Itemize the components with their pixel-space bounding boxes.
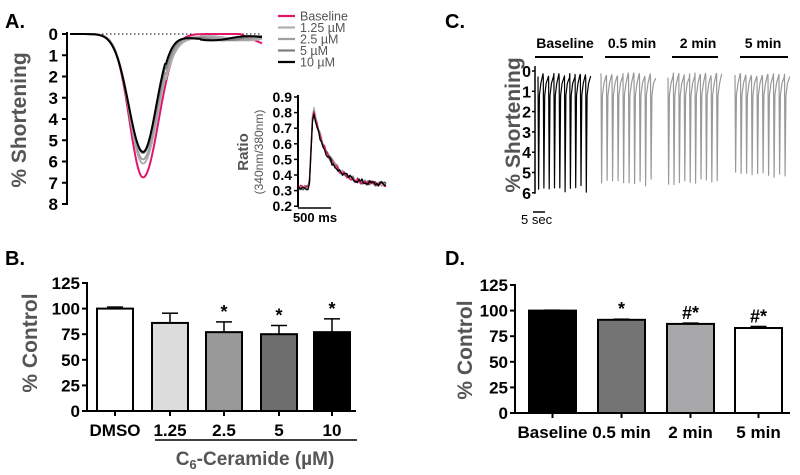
inset-y-tick-label: 0.8 (273, 105, 293, 121)
d-y-tick-label: 75 (489, 327, 508, 346)
a-y-tick-label: 0 (49, 25, 58, 44)
b-x-tick-label: 2.5 (212, 421, 236, 440)
b-y-tick-label: 100 (52, 300, 80, 319)
d-x-tick-label: 0.5 min (592, 423, 651, 442)
b-x-tick-label: 10 (323, 421, 342, 440)
a-trace-0 (70, 33, 263, 179)
inset-y-tick-label: 0.2 (273, 198, 293, 214)
a-y-tick-label: 1 (49, 46, 58, 65)
c-scale-label: 5 sec (521, 212, 553, 227)
b-bar (96, 307, 134, 413)
c-y-tick-label: 4 (522, 145, 531, 162)
c-segment-label: Baseline (536, 35, 594, 51)
a-y-tick-label: 7 (49, 174, 58, 193)
panel-label-d: D. (445, 248, 465, 270)
b-x-label-part: 6 (189, 457, 196, 472)
d-x-tick-label: Baseline (518, 423, 588, 442)
d-y-tick-label: 50 (489, 353, 508, 372)
c-y-axis-label: % Shortening (502, 57, 525, 192)
inset-y-tick-label: 0.3 (273, 183, 293, 199)
a-y-tick-label: 6 (49, 153, 58, 172)
a-y-tick-label: 3 (49, 89, 58, 108)
inset-y-label: (340nm/380nm) (252, 110, 266, 195)
b-y-tick-label: 50 (61, 351, 80, 370)
inset-y-label: Ratio (235, 133, 252, 171)
b-y-axis-label: % Control (19, 293, 42, 392)
d-bar (734, 327, 783, 414)
inset-y-tick-label: 0.6 (273, 136, 293, 152)
legend-label: 5 µM (300, 44, 328, 58)
b-y-tick-label: 25 (61, 376, 80, 395)
a-trace-4 (70, 33, 263, 153)
a-y-axis-label: % Shortening (8, 52, 31, 187)
panel-label-b: B. (5, 248, 25, 270)
legend-label: 1.25 µM (300, 21, 345, 35)
d-bar (597, 318, 646, 415)
b-y-tick-label: 125 (52, 274, 80, 293)
b-y-tick-label: 75 (61, 325, 80, 344)
b-x-label-part: C (176, 449, 190, 470)
a-trace-3 (70, 33, 262, 154)
b-x-tick-label: 1.25 (153, 421, 186, 440)
c-segment-label: 0.5 min (608, 35, 656, 51)
d-significance-marker: #* (682, 303, 699, 323)
c-trace-0 (537, 72, 592, 193)
c-y-tick-label: 3 (522, 125, 531, 142)
inset-y-tick-label: 0.7 (273, 120, 293, 136)
inset-y-tick-label: 0.5 (273, 151, 293, 167)
c-trace-1 (600, 72, 657, 187)
d-y-tick-label: 25 (489, 378, 508, 397)
c-y-tick-label: 5 (522, 166, 531, 183)
c-trace-3 (734, 72, 791, 178)
inset-trace (298, 113, 387, 191)
panel-label-a: A. (5, 11, 25, 33)
inset-y-tick-label: 0.9 (273, 89, 293, 105)
d-bar (666, 322, 715, 414)
inset-y-tick-label: 0.4 (273, 167, 293, 183)
a-y-tick-label: 5 (49, 131, 58, 150)
b-y-tick-label: 0 (71, 402, 80, 421)
legend-label: 2.5 µM (300, 33, 338, 47)
c-y-tick-label: 1 (522, 84, 531, 101)
d-y-tick-label: 100 (480, 302, 508, 321)
b-significance-marker: * (275, 305, 282, 325)
b-bar (151, 321, 189, 413)
a-y-tick-label: 8 (49, 195, 58, 214)
b-bar (260, 333, 298, 413)
a-y-tick-label: 4 (49, 110, 59, 129)
legend-label: Baseline (300, 10, 348, 24)
d-x-tick-label: 5 min (736, 423, 780, 442)
a-trace-1 (70, 33, 263, 165)
a-y-tick-label: 2 (49, 68, 58, 87)
c-y-tick-label: 2 (522, 105, 531, 122)
d-y-tick-label: 0 (499, 404, 508, 423)
d-y-tick-label: 125 (480, 276, 508, 295)
d-significance-marker: * (618, 299, 625, 319)
b-significance-marker: * (220, 302, 227, 322)
b-significance-marker: * (328, 299, 335, 319)
c-segment-label: 5 min (745, 35, 782, 51)
d-bar (528, 309, 577, 415)
b-x-axis-label: C6-Ceramide (µM) (176, 449, 335, 472)
d-significance-marker: #* (750, 306, 767, 326)
c-y-tick-label: 0 (522, 64, 531, 81)
b-x-tick-label: DMSO (90, 421, 141, 440)
a-trace-2 (70, 33, 263, 161)
c-segment-label: 2 min (680, 35, 717, 51)
panel-label-c: C. (445, 11, 465, 33)
c-trace-2 (667, 72, 723, 186)
b-bar (313, 331, 351, 413)
legend-label: 10 µM (300, 56, 335, 70)
d-y-axis-label: % Control (454, 300, 477, 399)
b-x-label-part: -Ceramide (µM) (197, 449, 335, 470)
d-x-tick-label: 2 min (668, 423, 712, 442)
inset-scale-label: 500 ms (293, 210, 337, 225)
b-bar (205, 331, 243, 413)
b-x-tick-label: 5 (274, 421, 283, 440)
c-y-tick-label: 6 (522, 186, 531, 203)
